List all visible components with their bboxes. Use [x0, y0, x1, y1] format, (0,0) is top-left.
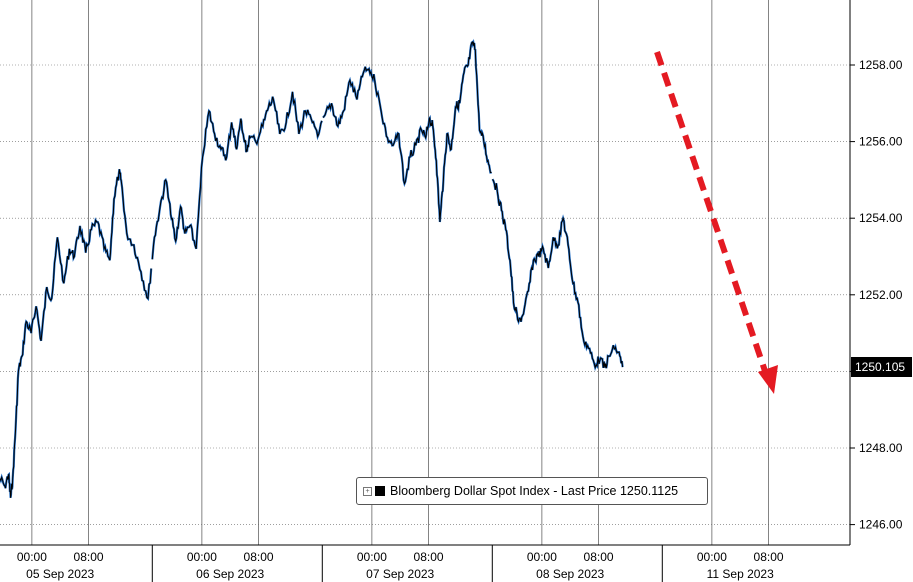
- trend-arrow-annotation: [654, 51, 778, 394]
- x-tick-label: 08:00: [754, 550, 784, 564]
- series-line: [322, 40, 492, 223]
- x-tick-label: 08:00: [414, 550, 444, 564]
- date-label: 07 Sep 2023: [366, 567, 434, 581]
- x-axis-tick-labels: 00:00 08:00 00:00 08:00 00:00 08:00 00:00 08:00…: [17, 550, 784, 564]
- legend-swatch-icon: [375, 486, 385, 496]
- date-label: 11 Sep 2023: [707, 567, 774, 581]
- y-tick-label: 1248.00: [859, 441, 903, 455]
- x-tick-label: 08:00: [584, 550, 614, 564]
- y-tick-label: 1246.00: [859, 518, 903, 532]
- x-tick-label: 08:00: [74, 550, 104, 564]
- series-line: [0, 169, 152, 498]
- series-line-blue: [491, 178, 624, 372]
- arrow-shaft: [654, 51, 769, 375]
- x-tick-label: 00:00: [697, 550, 727, 564]
- y-tick-label: 1252.00: [859, 288, 903, 302]
- vertical-gridlines: [31, 0, 769, 545]
- arrow-head: [758, 365, 778, 394]
- y-tick-label: 1256.00: [859, 135, 903, 149]
- series-line: [492, 178, 624, 370]
- x-tick-label: 00:00: [17, 550, 47, 564]
- legend[interactable]: + Bloomberg Dollar Spot Index - Last Pri…: [356, 477, 708, 505]
- x-tick-label: 00:00: [357, 550, 387, 564]
- x-tick-label: 08:00: [244, 550, 274, 564]
- series-line: [151, 91, 323, 260]
- legend-expand-icon[interactable]: +: [363, 486, 372, 496]
- series-line-blue: [322, 38, 493, 223]
- legend-label: Bloomberg Dollar Spot Index - Last Price…: [390, 484, 679, 498]
- y-axis-tick-labels: 1246.001248.001250.001252.001254.001256.…: [859, 58, 903, 532]
- date-label: 05 Sep 2023: [26, 567, 94, 581]
- x-tick-label: 00:00: [527, 550, 557, 564]
- y-tick-label: 1258.00: [859, 58, 903, 72]
- x-tick-label: 00:00: [187, 550, 217, 564]
- date-label: 06 Sep 2023: [196, 567, 264, 581]
- horizontal-gridlines: [0, 64, 850, 525]
- x-axis-date-labels: 05 Sep 2023 06 Sep 2023 07 Sep 2023 08 Sep …: [26, 567, 774, 581]
- y-tick-label: 1254.00: [859, 211, 903, 225]
- date-label: 08 Sep 2023: [536, 567, 604, 581]
- last-price-tag: 1250.105: [851, 357, 912, 377]
- price-series: [0, 38, 624, 498]
